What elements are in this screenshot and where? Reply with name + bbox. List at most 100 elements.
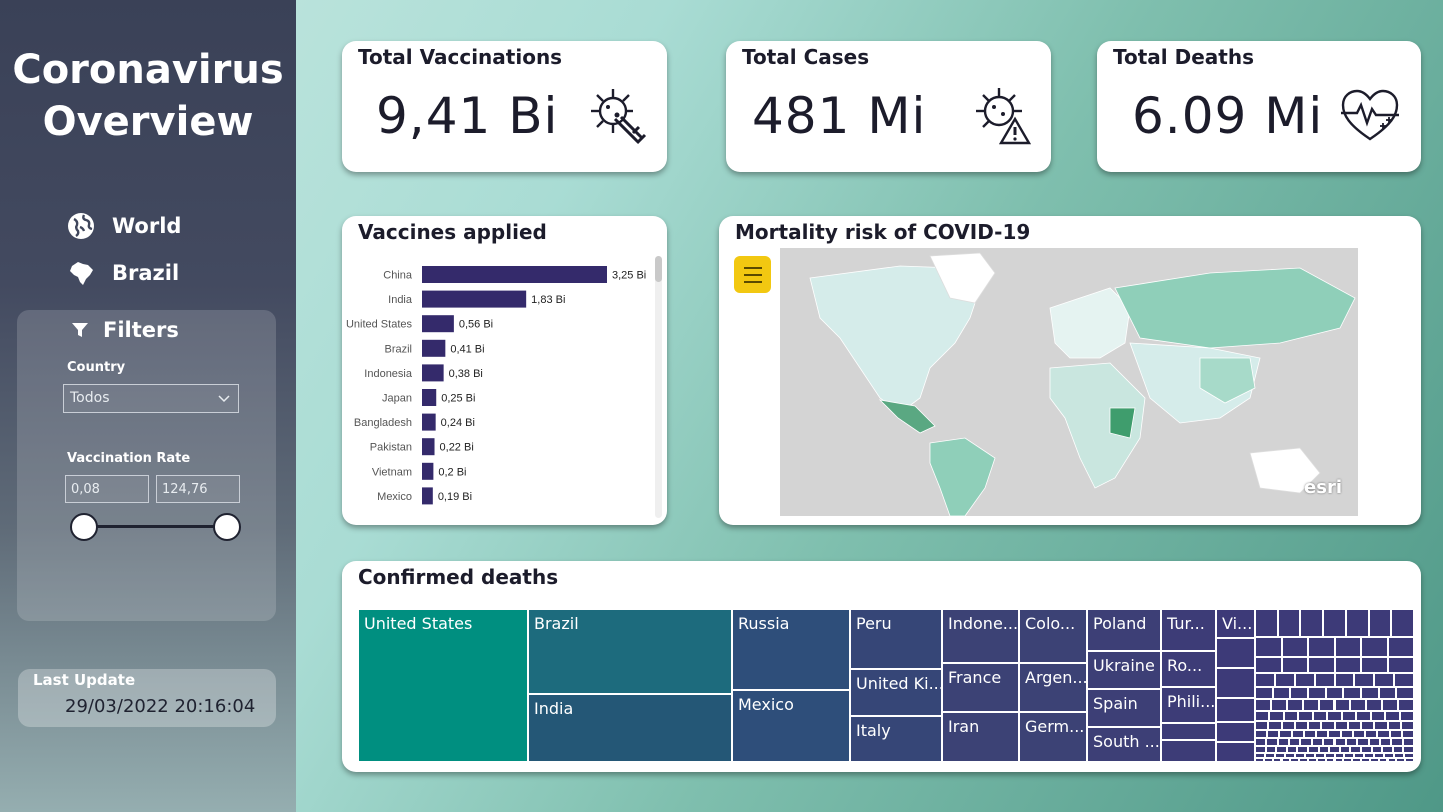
treemap-tile-small[interactable] (1302, 699, 1319, 711)
treemap-tile-small[interactable] (1396, 687, 1414, 699)
treemap-tile-small[interactable] (1339, 746, 1351, 753)
treemap-tile-small[interactable] (1300, 609, 1324, 637)
treemap-tile-small[interactable] (1308, 721, 1322, 730)
treemap-tile-small[interactable] (1352, 730, 1366, 738)
treemap-tile-poland[interactable]: Poland (1087, 609, 1161, 651)
treemap-tile-small[interactable] (1354, 753, 1365, 758)
treemap-tile-small[interactable] (1334, 657, 1361, 673)
treemap-tile-small[interactable] (1272, 758, 1282, 762)
treemap-tile-philippines[interactable]: Phili... (1161, 687, 1216, 723)
treemap-tile-small[interactable] (1281, 758, 1291, 762)
treemap-tile-small[interactable] (1308, 758, 1317, 762)
treemap-tile-small[interactable] (1286, 746, 1298, 753)
treemap-tile-small[interactable] (1297, 746, 1308, 753)
vaccines-bar[interactable] (422, 487, 433, 505)
treemap-tile-small[interactable] (1325, 687, 1344, 699)
treemap-tile-small[interactable] (1404, 753, 1414, 758)
treemap-tile-small[interactable] (1391, 738, 1403, 746)
treemap-tile-small[interactable] (1284, 753, 1295, 758)
vaccines-bar[interactable] (422, 290, 527, 308)
treemap-tile-small[interactable] (1308, 687, 1326, 699)
treemap-tile-small[interactable] (1334, 721, 1348, 730)
treemap-tile-small[interactable] (1294, 753, 1305, 758)
vaccines-bar[interactable] (422, 413, 436, 431)
treemap-tile-small[interactable] (1345, 738, 1358, 746)
treemap-tile-small[interactable] (1255, 753, 1265, 758)
treemap-tile-small[interactable] (1255, 746, 1266, 753)
treemap-tile-small[interactable] (1387, 721, 1401, 730)
treemap-tile-small[interactable] (1399, 711, 1414, 721)
treemap-tile-small[interactable] (1401, 730, 1414, 738)
treemap-tile-small[interactable] (1361, 758, 1370, 762)
vaccination-rate-min-input[interactable] (65, 475, 149, 503)
treemap-tile-small[interactable] (1396, 758, 1406, 762)
treemap-tile-small[interactable] (1384, 753, 1395, 758)
nav-world[interactable]: World (66, 210, 181, 242)
treemap-tile-small[interactable] (1255, 673, 1275, 687)
treemap-tile-small[interactable] (1269, 711, 1284, 721)
treemap-tile-small[interactable] (1361, 657, 1388, 673)
treemap-tile-small[interactable] (1299, 758, 1308, 762)
treemap-tile-small[interactable] (1345, 609, 1369, 637)
treemap-tile-small[interactable] (1276, 746, 1287, 753)
treemap-tile-small[interactable] (1323, 609, 1346, 637)
treemap-tile-small[interactable] (1255, 738, 1267, 746)
treemap-tile-small[interactable] (1374, 673, 1395, 687)
treemap-tile-spain[interactable]: Spain (1087, 689, 1161, 727)
treemap-tile-romania[interactable]: Ro... (1161, 651, 1216, 687)
vaccination-rate-max-input[interactable] (156, 475, 240, 503)
treemap-tile-small[interactable] (1327, 711, 1342, 721)
nav-brazil[interactable]: Brazil (66, 257, 179, 289)
treemap-tile-small[interactable] (1343, 687, 1361, 699)
treemap-tile-small[interactable] (1267, 730, 1280, 738)
treemap-tile-small[interactable] (1318, 699, 1335, 711)
treemap-tile-small[interactable] (1255, 637, 1282, 657)
treemap-tile-turkey[interactable]: Tur... (1161, 609, 1216, 651)
treemap-tile-small[interactable] (1374, 753, 1385, 758)
vaccination-rate-slider-track[interactable] (85, 525, 228, 528)
treemap-tile-small[interactable] (1216, 698, 1255, 722)
treemap-tile-small[interactable] (1340, 730, 1353, 738)
treemap-tile-small[interactable] (1398, 699, 1414, 711)
treemap-tile-small[interactable] (1281, 721, 1295, 730)
treemap-tile-small[interactable] (1343, 758, 1353, 762)
treemap-tile-small[interactable] (1361, 721, 1375, 730)
vaccines-bar[interactable] (422, 438, 435, 456)
treemap-tile-iran[interactable]: Iran (942, 712, 1019, 762)
treemap-tile-small[interactable] (1255, 711, 1270, 721)
treemap-tile-small[interactable] (1311, 738, 1324, 746)
treemap-tile-small[interactable] (1329, 746, 1340, 753)
treemap-tile-small[interactable] (1365, 730, 1378, 738)
treemap-tile-small[interactable] (1216, 638, 1255, 668)
treemap-tile-south-africa[interactable]: South ... (1087, 727, 1161, 762)
treemap-tile-small[interactable] (1255, 657, 1282, 673)
treemap-tile-small[interactable] (1344, 753, 1355, 758)
vaccines-bar[interactable] (422, 389, 437, 406)
treemap-tile-small[interactable] (1263, 758, 1273, 762)
treemap-tile-small[interactable] (1216, 668, 1255, 698)
treemap-tile-small[interactable] (1334, 753, 1345, 758)
treemap-tile-small[interactable] (1334, 738, 1346, 746)
treemap-tile-small[interactable] (1290, 758, 1300, 762)
treemap-tile-small[interactable] (1394, 673, 1414, 687)
treemap-tile-small[interactable] (1255, 699, 1271, 711)
treemap-tile-small[interactable] (1255, 730, 1268, 738)
treemap-tile-small[interactable] (1294, 721, 1308, 730)
treemap-tile-small[interactable] (1378, 687, 1397, 699)
treemap-tile-small[interactable] (1308, 746, 1319, 753)
treemap-tile-small[interactable] (1264, 753, 1275, 758)
treemap-tile-argentina[interactable]: Argen... (1019, 663, 1087, 712)
treemap-tile-colombia[interactable]: Colo... (1019, 609, 1087, 663)
treemap-tile-small[interactable] (1272, 687, 1291, 699)
vaccines-bar[interactable] (422, 266, 607, 283)
treemap-tile-small[interactable] (1341, 711, 1357, 721)
treemap-tile-small[interactable] (1334, 699, 1351, 711)
treemap-tile-small[interactable] (1328, 730, 1341, 738)
treemap-tile-small[interactable] (1382, 746, 1393, 753)
treemap-tile-small[interactable] (1289, 738, 1301, 746)
treemap-tile-small[interactable] (1312, 711, 1328, 721)
treemap-tile-vietnam[interactable]: Vi... (1216, 609, 1255, 638)
vaccination-rate-min-handle[interactable] (70, 513, 98, 541)
vaccines-bar[interactable] (422, 315, 454, 333)
treemap-tile-small[interactable] (1290, 687, 1308, 699)
